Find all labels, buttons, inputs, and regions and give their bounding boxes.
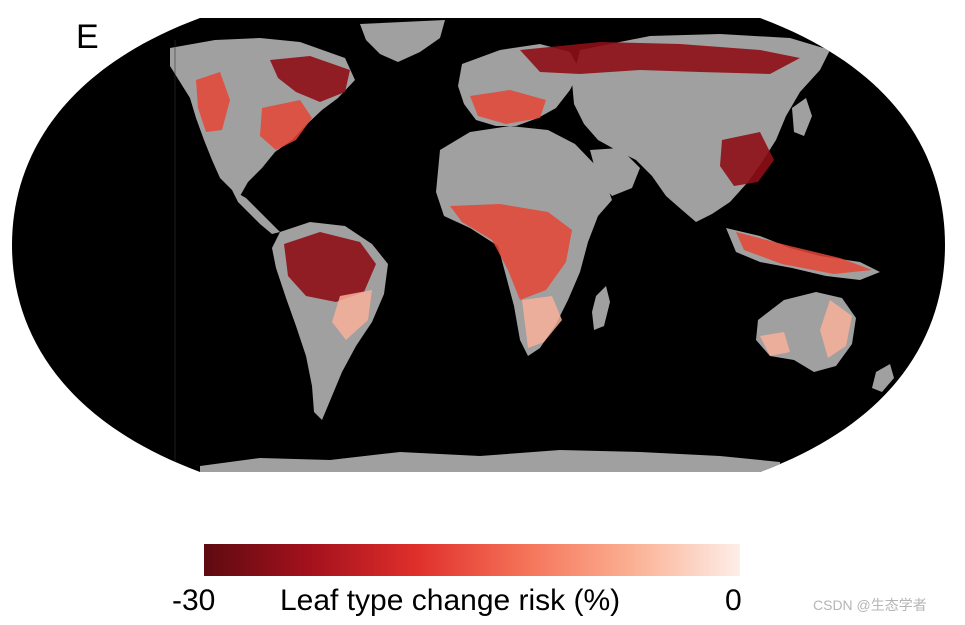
risk-region-central-africa: [450, 204, 572, 300]
risk-region-southern-africa: [522, 296, 562, 348]
risk-region-east-china: [720, 132, 774, 186]
landmass-new-zealand: [872, 364, 894, 392]
risk-region-us-east: [260, 100, 312, 150]
panel-label: E: [76, 18, 99, 56]
risk-region-australia-west: [760, 332, 790, 356]
watermark: CSDN @生态学者: [813, 597, 927, 613]
colorbar-title: Leaf type change risk (%): [280, 584, 621, 617]
colorbar-max-label: 0: [725, 584, 742, 617]
risk-region-europe: [470, 90, 546, 124]
landmass-asia: [572, 34, 830, 222]
colorbar-min-label: -30: [172, 584, 216, 617]
risk-region-southeast-asia: [736, 232, 872, 274]
risk-region-amazon: [284, 232, 376, 302]
risk-region-us-west: [196, 72, 230, 132]
risk-overlay: [196, 42, 872, 358]
landmass-madagascar: [592, 286, 610, 330]
colorbar: [204, 544, 740, 576]
risk-region-siberia: [520, 42, 800, 74]
landmass-antarctica: [200, 450, 780, 472]
landmass-greenland: [360, 20, 445, 62]
landmass-central-america: [232, 190, 280, 234]
risk-region-south-america-east: [332, 290, 372, 340]
risk-region-australia-east: [820, 300, 852, 358]
landmass-arabia: [590, 148, 640, 196]
landmass-japan: [792, 98, 812, 136]
risk-region-canada: [270, 56, 350, 102]
